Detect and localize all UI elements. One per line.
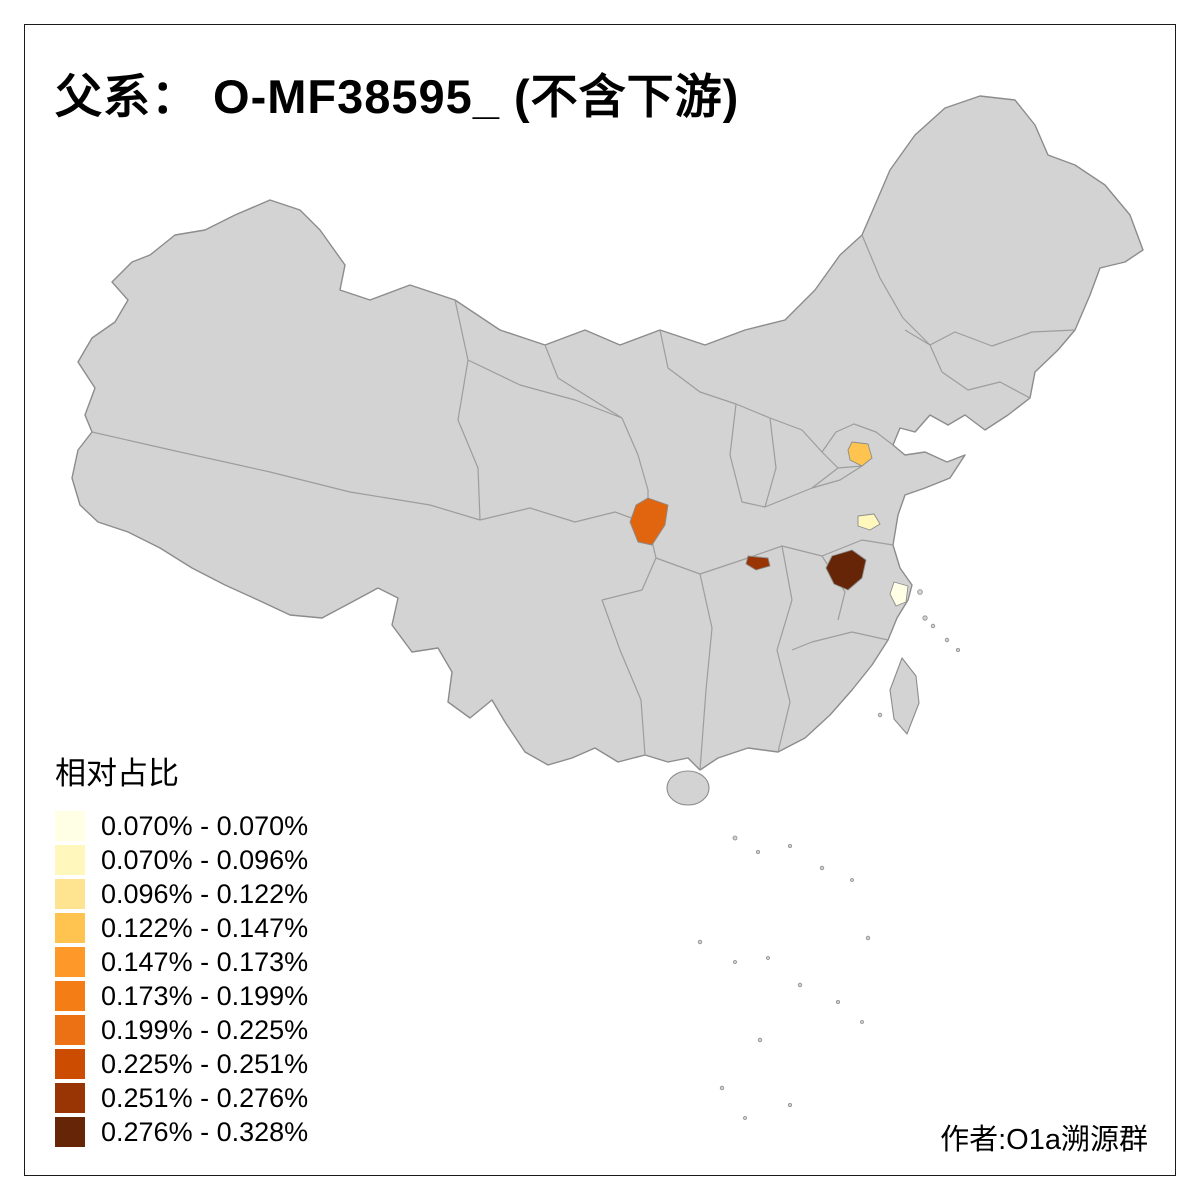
taiwan-island <box>889 657 920 735</box>
legend-item: 0.096% - 0.122% <box>55 877 308 911</box>
legend-color-swatch <box>55 1117 85 1147</box>
legend-range-label: 0.122% - 0.147% <box>101 912 309 943</box>
page-title: 父系： O-MF38595_ (不含下游) <box>55 70 740 123</box>
legend-title: 相对占比 <box>55 756 179 791</box>
highlight-region-sichuan-northeast <box>629 497 669 546</box>
highlight-region-jiangsu <box>857 513 881 531</box>
legend-range-label: 0.096% - 0.122% <box>101 878 309 909</box>
legend-color-swatch <box>55 811 85 841</box>
legend-range-label: 0.070% - 0.070% <box>101 810 309 841</box>
legend-range-label: 0.173% - 0.199% <box>101 980 309 1011</box>
legend-color-swatch <box>55 913 85 943</box>
highlight-region-anhui-south <box>825 549 867 591</box>
legend-item: 0.251% - 0.276% <box>55 1081 308 1115</box>
legend-color-swatch <box>55 1049 85 1079</box>
legend-range-label: 0.225% - 0.251% <box>101 1048 309 1079</box>
legend-range-label: 0.276% - 0.328% <box>101 1116 309 1147</box>
legend-color-swatch <box>55 845 85 875</box>
legend: 相对占比 0.070% - 0.070% 0.070% - 0.096% 0.096… <box>55 748 308 1149</box>
legend-color-swatch <box>55 981 85 1011</box>
author-credit: 作者:O1a溯源群 <box>940 1124 1148 1156</box>
legend-color-swatch <box>55 1015 85 1045</box>
legend-item: 0.173% - 0.199% <box>55 979 308 1013</box>
legend-items: 0.070% - 0.070% 0.070% - 0.096% 0.096% - 0… <box>55 809 308 1149</box>
legend-item: 0.225% - 0.251% <box>55 1047 308 1081</box>
province-borders <box>91 234 1076 771</box>
south-china-sea-islands <box>697 589 961 1120</box>
highlight-region-shandong <box>847 441 873 467</box>
legend-range-label: 0.147% - 0.173% <box>101 946 309 977</box>
legend-range-label: 0.251% - 0.276% <box>101 1082 309 1113</box>
legend-range-label: 0.070% - 0.096% <box>101 844 309 875</box>
legend-range-label: 0.199% - 0.225% <box>101 1014 309 1045</box>
legend-item: 0.122% - 0.147% <box>55 911 308 945</box>
legend-item: 0.199% - 0.225% <box>55 1013 308 1047</box>
legend-item: 0.147% - 0.173% <box>55 945 308 979</box>
highlight-region-shanghai-coast <box>889 581 909 607</box>
legend-color-swatch <box>55 879 85 909</box>
china-mainland-outline <box>71 95 1144 771</box>
highlight-region-hubei-west <box>745 555 771 571</box>
legend-item: 0.070% - 0.096% <box>55 843 308 877</box>
legend-color-swatch <box>55 1083 85 1113</box>
legend-item: 0.276% - 0.328% <box>55 1115 308 1149</box>
hainan-island <box>666 770 710 806</box>
legend-color-swatch <box>55 947 85 977</box>
legend-item: 0.070% - 0.070% <box>55 809 308 843</box>
